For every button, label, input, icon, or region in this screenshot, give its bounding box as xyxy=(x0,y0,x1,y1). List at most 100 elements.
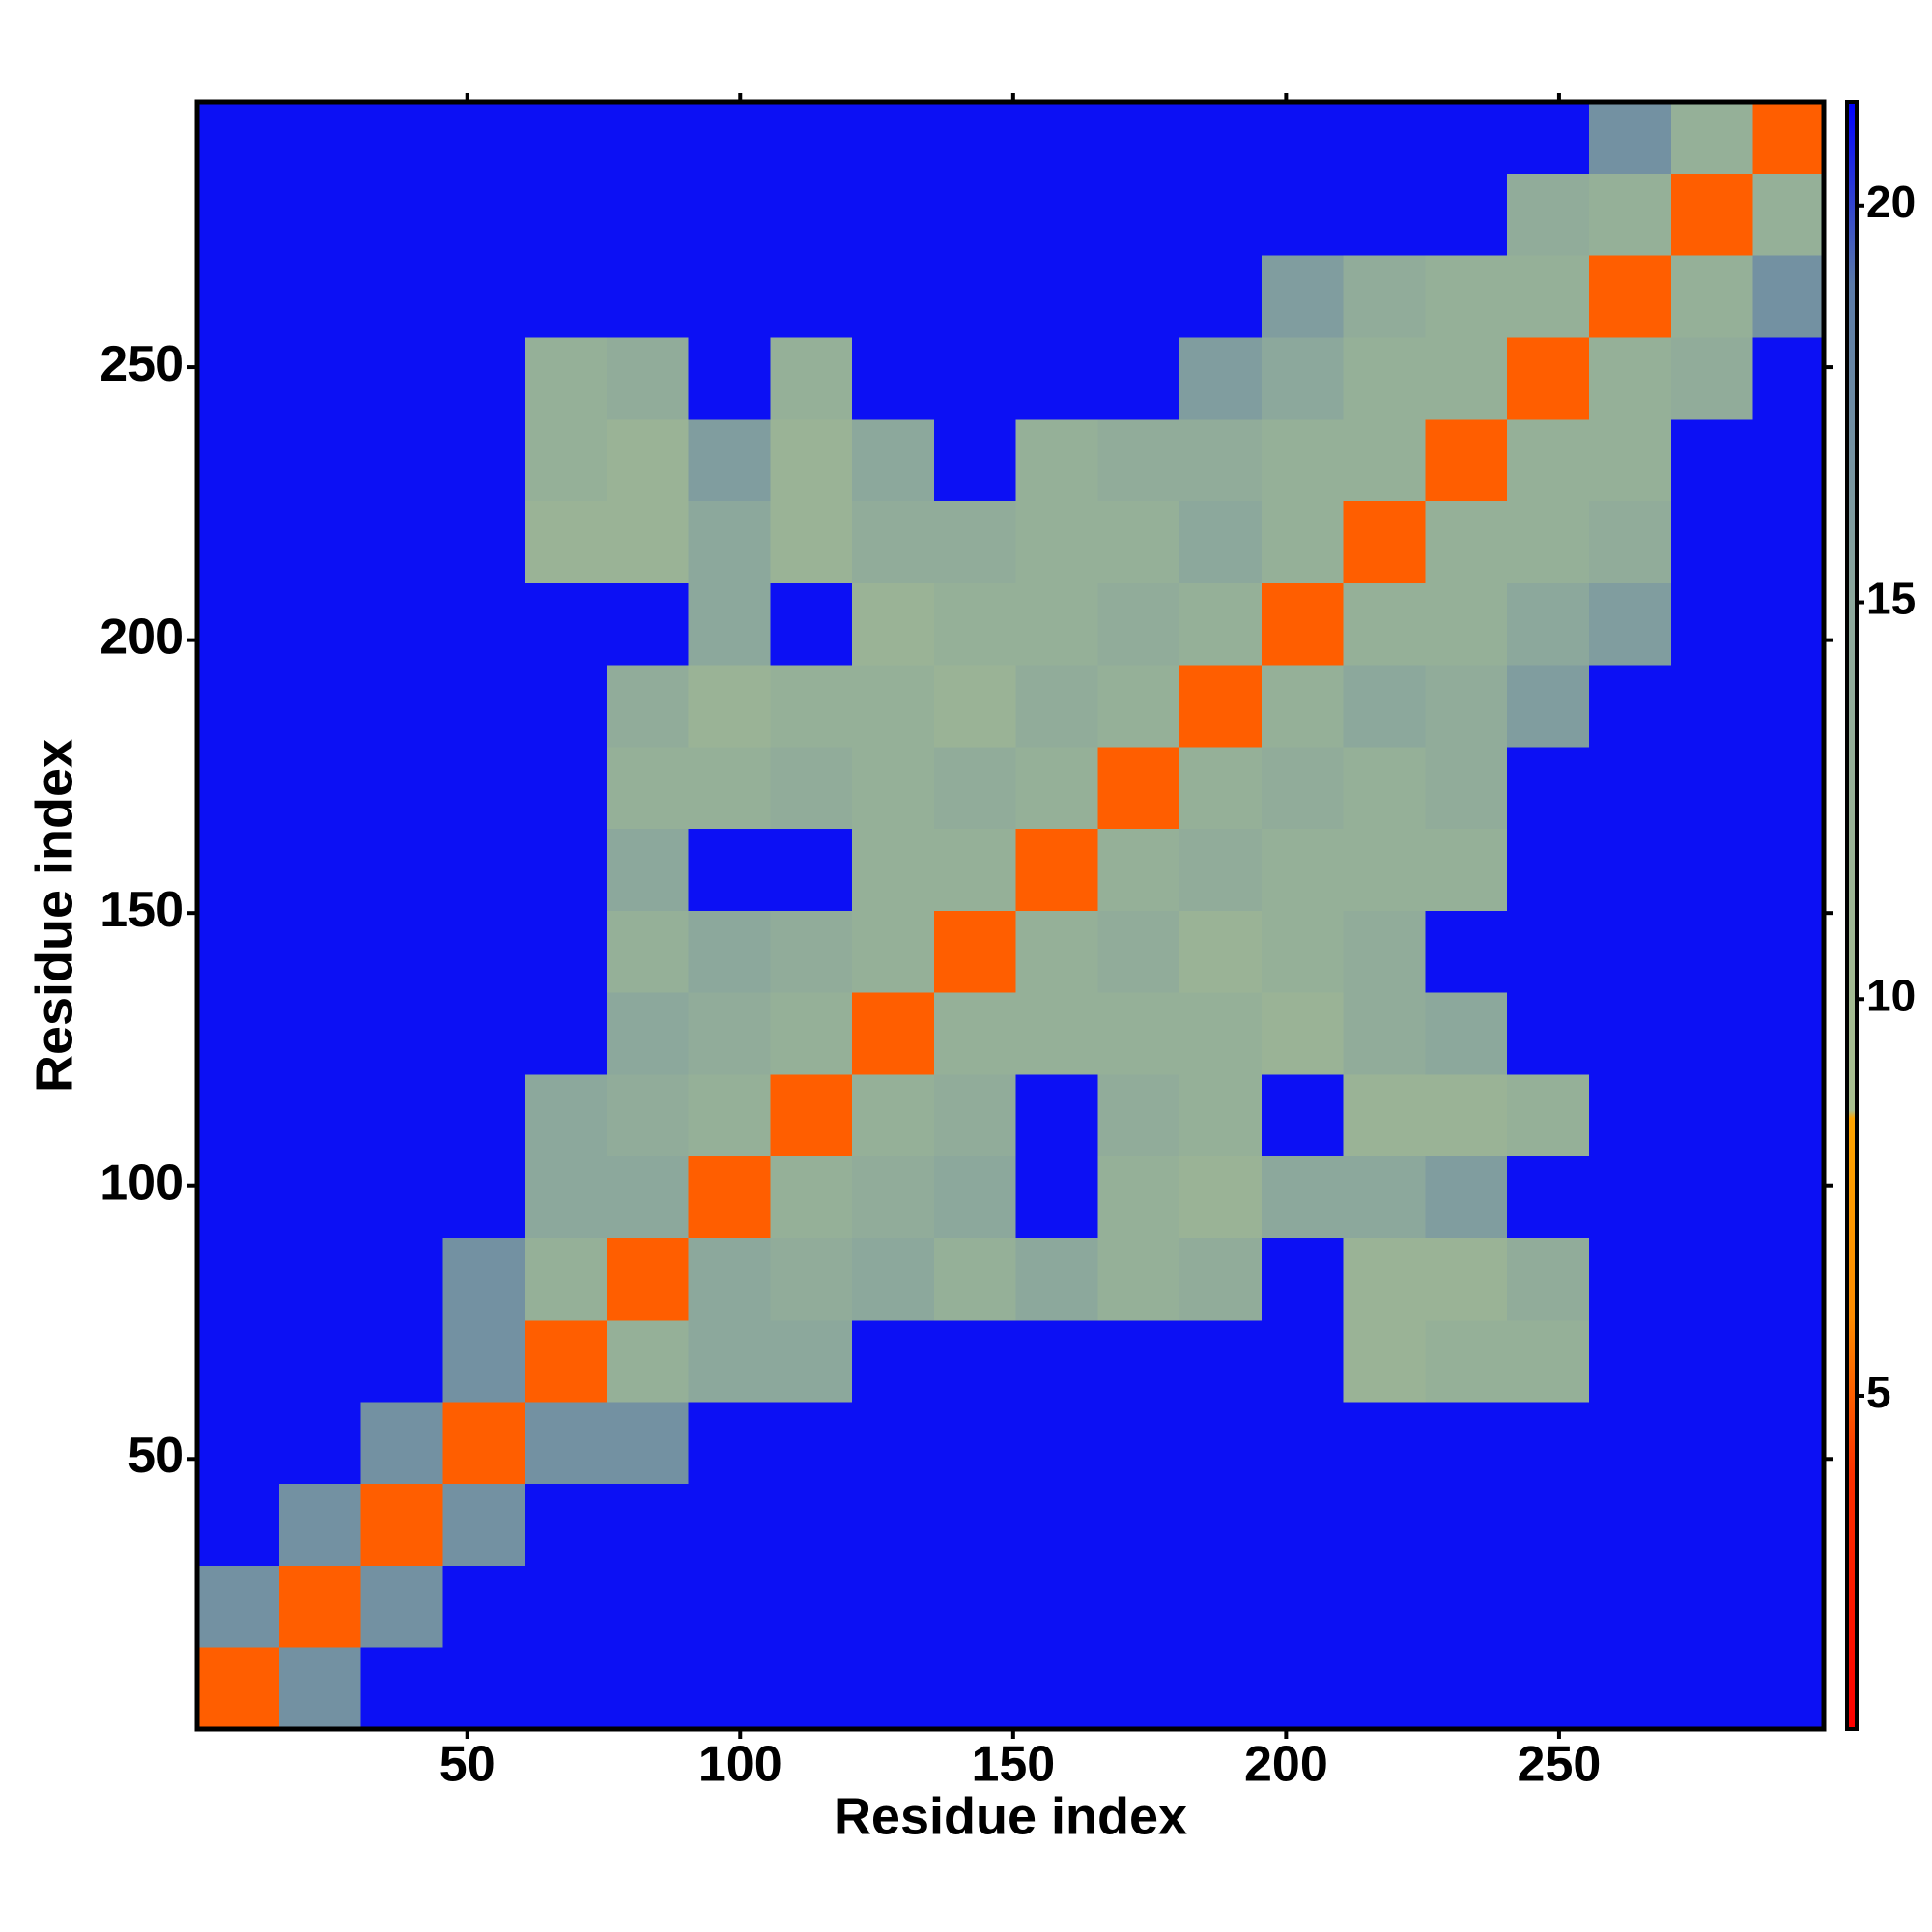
heatmap-cell xyxy=(1752,418,1825,502)
heatmap-cell xyxy=(1179,418,1263,502)
heatmap-cell xyxy=(1507,992,1590,1075)
heatmap-cell xyxy=(1425,255,1508,338)
heatmap-cell xyxy=(1507,1647,1590,1730)
heatmap-cell xyxy=(442,418,526,502)
heatmap-cell xyxy=(1670,336,1754,420)
heatmap-cell xyxy=(1097,418,1180,502)
heatmap-cell xyxy=(933,582,1017,666)
heatmap-cell xyxy=(606,500,690,583)
heatmap-cell xyxy=(1425,418,1508,502)
heatmap-cell xyxy=(933,500,1017,583)
heatmap-cell xyxy=(852,746,935,830)
heatmap-cell xyxy=(1670,1401,1754,1485)
heatmap-cell xyxy=(197,746,280,830)
heatmap-cell xyxy=(1425,1483,1508,1566)
heatmap-cell xyxy=(197,1647,280,1730)
heatmap-cell xyxy=(360,910,443,993)
heatmap-cell xyxy=(933,1073,1017,1157)
heatmap-cell xyxy=(1261,102,1345,174)
heatmap-cell xyxy=(688,1647,771,1730)
heatmap-cell xyxy=(1589,500,1672,583)
heatmap-cell xyxy=(278,1073,362,1157)
heatmap-cell xyxy=(1261,1155,1345,1238)
x-tick-label: 150 xyxy=(971,1737,1055,1793)
heatmap-cell xyxy=(197,665,280,748)
heatmap-cell xyxy=(1015,102,1098,174)
heatmap-cell xyxy=(933,173,1017,256)
heatmap-cell xyxy=(278,173,362,256)
heatmap-cell xyxy=(1261,1401,1345,1485)
y-tick-label: 50 xyxy=(128,1428,184,1484)
heatmap-cell xyxy=(1752,1483,1825,1566)
heatmap-cell xyxy=(1425,1073,1508,1157)
heatmap-cell xyxy=(525,102,608,174)
heatmap-cell xyxy=(1179,992,1263,1075)
heatmap-cell xyxy=(1343,336,1426,420)
heatmap-cell xyxy=(852,1401,935,1485)
heatmap-cell xyxy=(688,1565,771,1648)
heatmap-cell xyxy=(525,1155,608,1238)
heatmap-cell xyxy=(278,1155,362,1238)
heatmap-cell xyxy=(442,828,526,911)
heatmap-cell xyxy=(1261,1647,1345,1730)
heatmap-cell xyxy=(1179,1401,1263,1485)
heatmap-cell xyxy=(525,1647,608,1730)
heatmap-cell xyxy=(852,418,935,502)
heatmap-cell xyxy=(606,1320,690,1403)
heatmap-cell xyxy=(1752,500,1825,583)
heatmap-cell xyxy=(1670,665,1754,748)
heatmap-cell xyxy=(852,500,935,583)
heatmap-cell xyxy=(1589,1155,1672,1238)
heatmap-cell xyxy=(360,418,443,502)
colorbar-tick-label: 20 xyxy=(1866,177,1916,227)
heatmap-cell xyxy=(770,1647,853,1730)
heatmap-cell xyxy=(1179,336,1263,420)
heatmap-cell xyxy=(852,173,935,256)
heatmap-cell xyxy=(688,1073,771,1157)
heatmap-cell xyxy=(1179,1237,1263,1321)
heatmap-cell xyxy=(1343,1155,1426,1238)
heatmap-cell xyxy=(770,828,853,911)
heatmap-cell xyxy=(1507,1483,1590,1566)
heatmap-cell xyxy=(1425,1155,1508,1238)
heatmap-cell xyxy=(442,336,526,420)
heatmap-cell xyxy=(852,828,935,911)
heatmap-cell xyxy=(1670,746,1754,830)
heatmap-cell xyxy=(1589,910,1672,993)
x-tick-label: 50 xyxy=(440,1737,496,1793)
heatmap-cell xyxy=(278,582,362,666)
heatmap-cell xyxy=(1752,1401,1825,1485)
heatmap-cell xyxy=(1752,102,1825,174)
heatmap-cell xyxy=(1097,1073,1180,1157)
heatmap-cell xyxy=(1425,910,1508,993)
heatmap-cell xyxy=(1179,1647,1263,1730)
heatmap-cell xyxy=(852,1073,935,1157)
heatmap-cell xyxy=(197,255,280,338)
heatmap-cell xyxy=(1507,500,1590,583)
plot-frame xyxy=(194,99,1827,1732)
heatmap-cell xyxy=(933,992,1017,1075)
heatmap-cell xyxy=(1097,1155,1180,1238)
heatmap-cell xyxy=(197,1320,280,1403)
heatmap-cell xyxy=(1425,102,1508,174)
heatmap-cell xyxy=(278,1647,362,1730)
heatmap-cell xyxy=(1425,336,1508,420)
x-tick-label: 250 xyxy=(1518,1737,1602,1793)
heatmap-cell xyxy=(197,828,280,911)
heatmap-cell xyxy=(1589,665,1672,748)
heatmap-cell xyxy=(933,255,1017,338)
heatmap-cell xyxy=(360,828,443,911)
heatmap-cell xyxy=(1261,1483,1345,1566)
heatmap-cell xyxy=(688,418,771,502)
heatmap-cell xyxy=(1015,992,1098,1075)
heatmap-cell xyxy=(1507,910,1590,993)
heatmap-cell xyxy=(606,992,690,1075)
heatmap-cell xyxy=(606,1237,690,1321)
heatmap-cell xyxy=(197,992,280,1075)
heatmap-cell xyxy=(1097,173,1180,256)
heatmap-cell xyxy=(1015,173,1098,256)
heatmap-cell xyxy=(1670,1320,1754,1403)
heatmap-cell xyxy=(360,500,443,583)
heatmap-cell xyxy=(525,418,608,502)
heatmap-cell xyxy=(606,418,690,502)
